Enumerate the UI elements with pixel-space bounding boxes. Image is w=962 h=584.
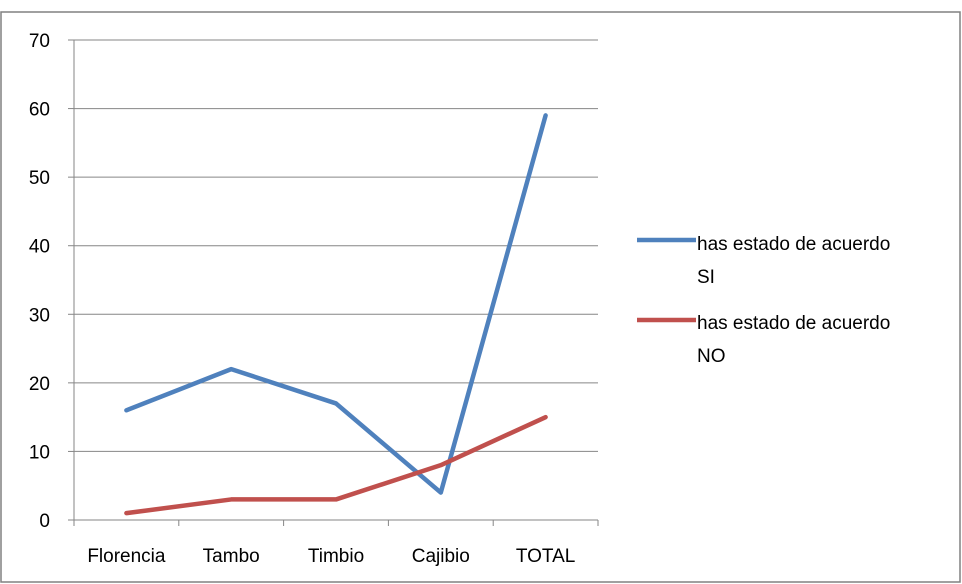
y-tick-label: 20 — [29, 374, 50, 395]
legend-label: SI — [697, 267, 715, 288]
chart-border — [0, 11, 961, 583]
y-tick-label: 30 — [29, 305, 50, 326]
y-tick-label: 60 — [29, 100, 50, 121]
legend: has estado de acuerdo SI has estado de acu… — [637, 234, 890, 367]
legend-label: has estado de acuerdo — [697, 234, 890, 255]
x-tick-label: Florencia — [87, 546, 166, 567]
y-tick-labels: 0 10 20 30 40 50 60 70 — [29, 31, 50, 532]
legend-label: NO — [697, 346, 726, 367]
y-tick-label: 0 — [39, 511, 50, 532]
y-tick-label: 10 — [29, 442, 50, 463]
legend-label: has estado de acuerdo — [697, 313, 890, 334]
y-tick-label: 70 — [29, 31, 50, 52]
gridlines — [74, 39, 598, 452]
y-tick-label: 50 — [29, 168, 50, 189]
y-tick-label: 40 — [29, 237, 50, 258]
series-lines — [124, 113, 548, 516]
x-tick-labels: Florencia Tambo Timbio Cajibio TOTAL — [87, 546, 575, 567]
x-tick-label: TOTAL — [516, 546, 575, 567]
axes — [68, 39, 599, 526]
x-tick-label: Tambo — [203, 546, 260, 567]
x-tick-label: Timbio — [308, 546, 364, 567]
x-tick-label: Cajibio — [412, 546, 470, 567]
